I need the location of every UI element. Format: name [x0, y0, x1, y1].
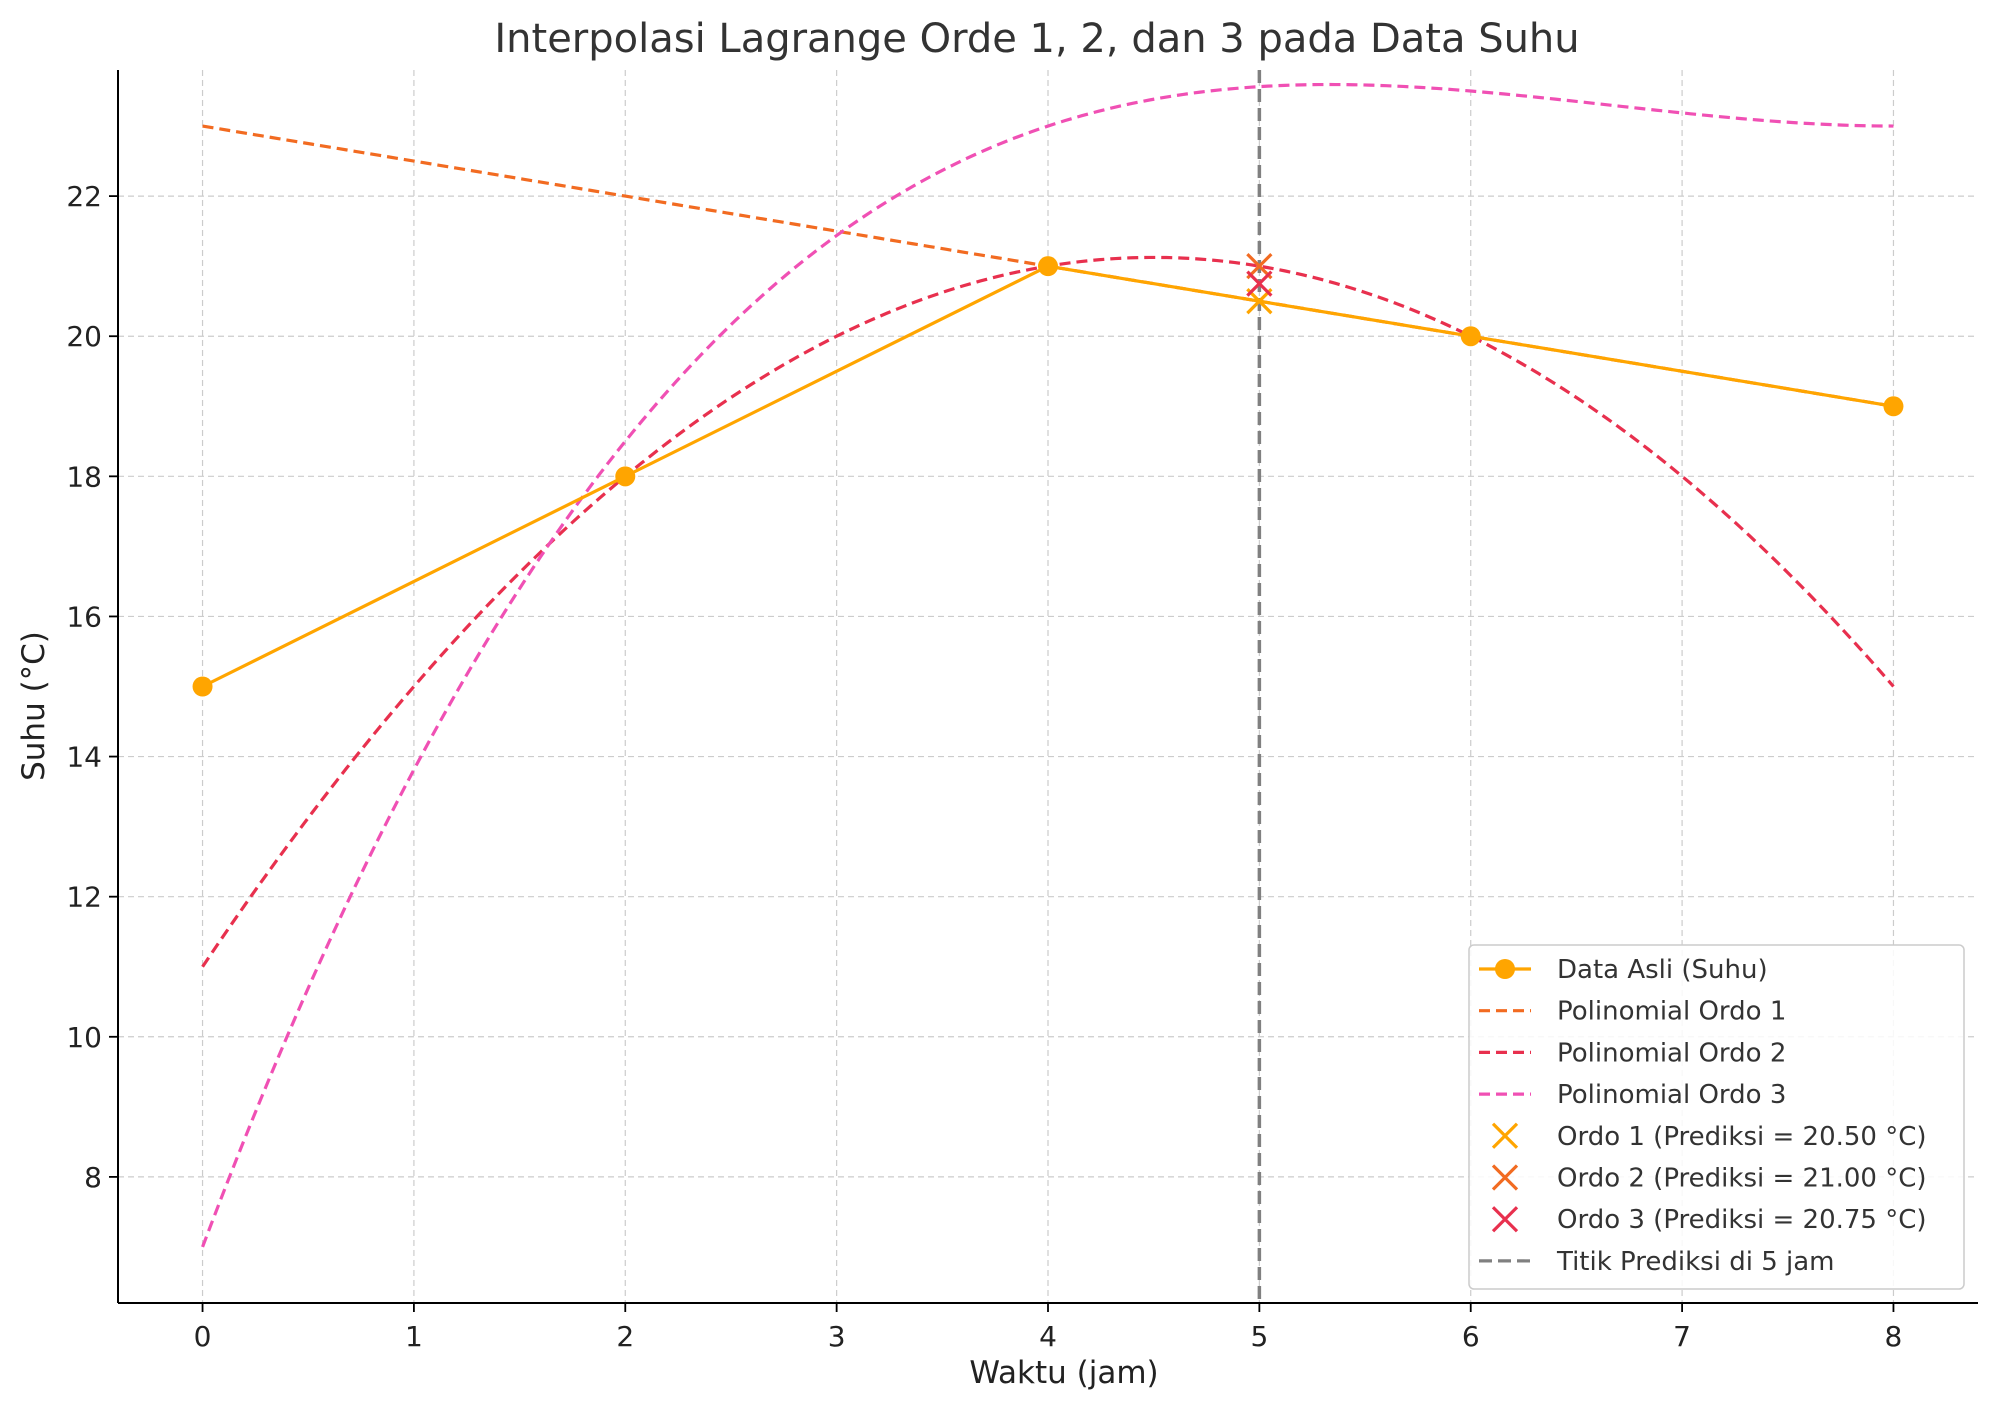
legend-handle-x-stroke [1491, 1206, 1519, 1233]
legend-entry-label: Ordo 3 (Prediksi = 20.75 °C) [1557, 1205, 1927, 1235]
data-point [1883, 396, 1904, 417]
x-axis-label: Waktu (jam) [969, 1355, 1158, 1391]
prediction-marker-ordo-3 [1246, 270, 1273, 297]
data-point [1460, 326, 1481, 347]
y-axis-label: Suhu (°C) [16, 631, 52, 781]
legend: Data Asli (Suhu) Polinomial Ordo 1 Polinom… [1468, 944, 1965, 1290]
x-tick-label: 8 [1885, 1320, 1903, 1353]
data-point [615, 466, 636, 487]
y-tick-label: 16 [66, 600, 102, 633]
legend-handle-data-marker [1495, 959, 1515, 979]
legend-frame [1468, 944, 1965, 1290]
x-tick-label: 4 [1039, 1320, 1057, 1353]
legend-entry-label: Titik Prediksi di 5 jam [1556, 1247, 1834, 1277]
x-tick-label: 6 [1462, 1320, 1480, 1353]
x-tick-label: 2 [616, 1320, 634, 1353]
legend-entry-label: Data Asli (Suhu) [1557, 955, 1768, 985]
data-point [192, 676, 213, 697]
legend-handle-x-stroke [1491, 1122, 1519, 1149]
plot-area [192, 70, 1904, 1303]
y-tick-label: 14 [66, 741, 102, 774]
polynomial-order-3-line [201, 82, 1894, 1248]
x-tick-label: 5 [1250, 1320, 1268, 1353]
y-tick-label: 22 [66, 180, 102, 213]
legend-handle-x [1491, 1206, 1519, 1233]
data-point [1038, 256, 1058, 277]
legend-entry-label: Ordo 1 (Prediksi = 20.50 °C) [1557, 1122, 1927, 1152]
legend-entry-label: Polinomial Ordo 1 [1557, 997, 1786, 1027]
x-tick-label: 3 [828, 1320, 846, 1353]
y-tick-label: 18 [66, 460, 102, 493]
y-tick-label: 8 [84, 1161, 102, 1194]
x-tick-label: 0 [194, 1320, 212, 1353]
x-tick-label: 1 [405, 1320, 423, 1353]
y-tick-label: 12 [66, 881, 102, 914]
grid [118, 70, 1978, 1303]
legend-entry-label: Ordo 2 (Prediksi = 21.00 °C) [1557, 1164, 1927, 1194]
legend-handle-x [1491, 1164, 1519, 1191]
y-tick-label: 10 [66, 1021, 102, 1054]
prediction-marker-ordo-3-stroke [1246, 270, 1273, 297]
legend-entry-label: Polinomial Ordo 2 [1557, 1038, 1786, 1068]
legend-entry-label: Polinomial Ordo 3 [1557, 1080, 1786, 1110]
legend-handle-x-stroke [1491, 1164, 1519, 1191]
chart-title: Interpolasi Lagrange Orde 1, 2, dan 3 pa… [494, 16, 1579, 62]
y-tick-label: 20 [66, 320, 102, 353]
legend-handle-x [1491, 1122, 1519, 1149]
x-tick-label: 7 [1673, 1320, 1691, 1353]
